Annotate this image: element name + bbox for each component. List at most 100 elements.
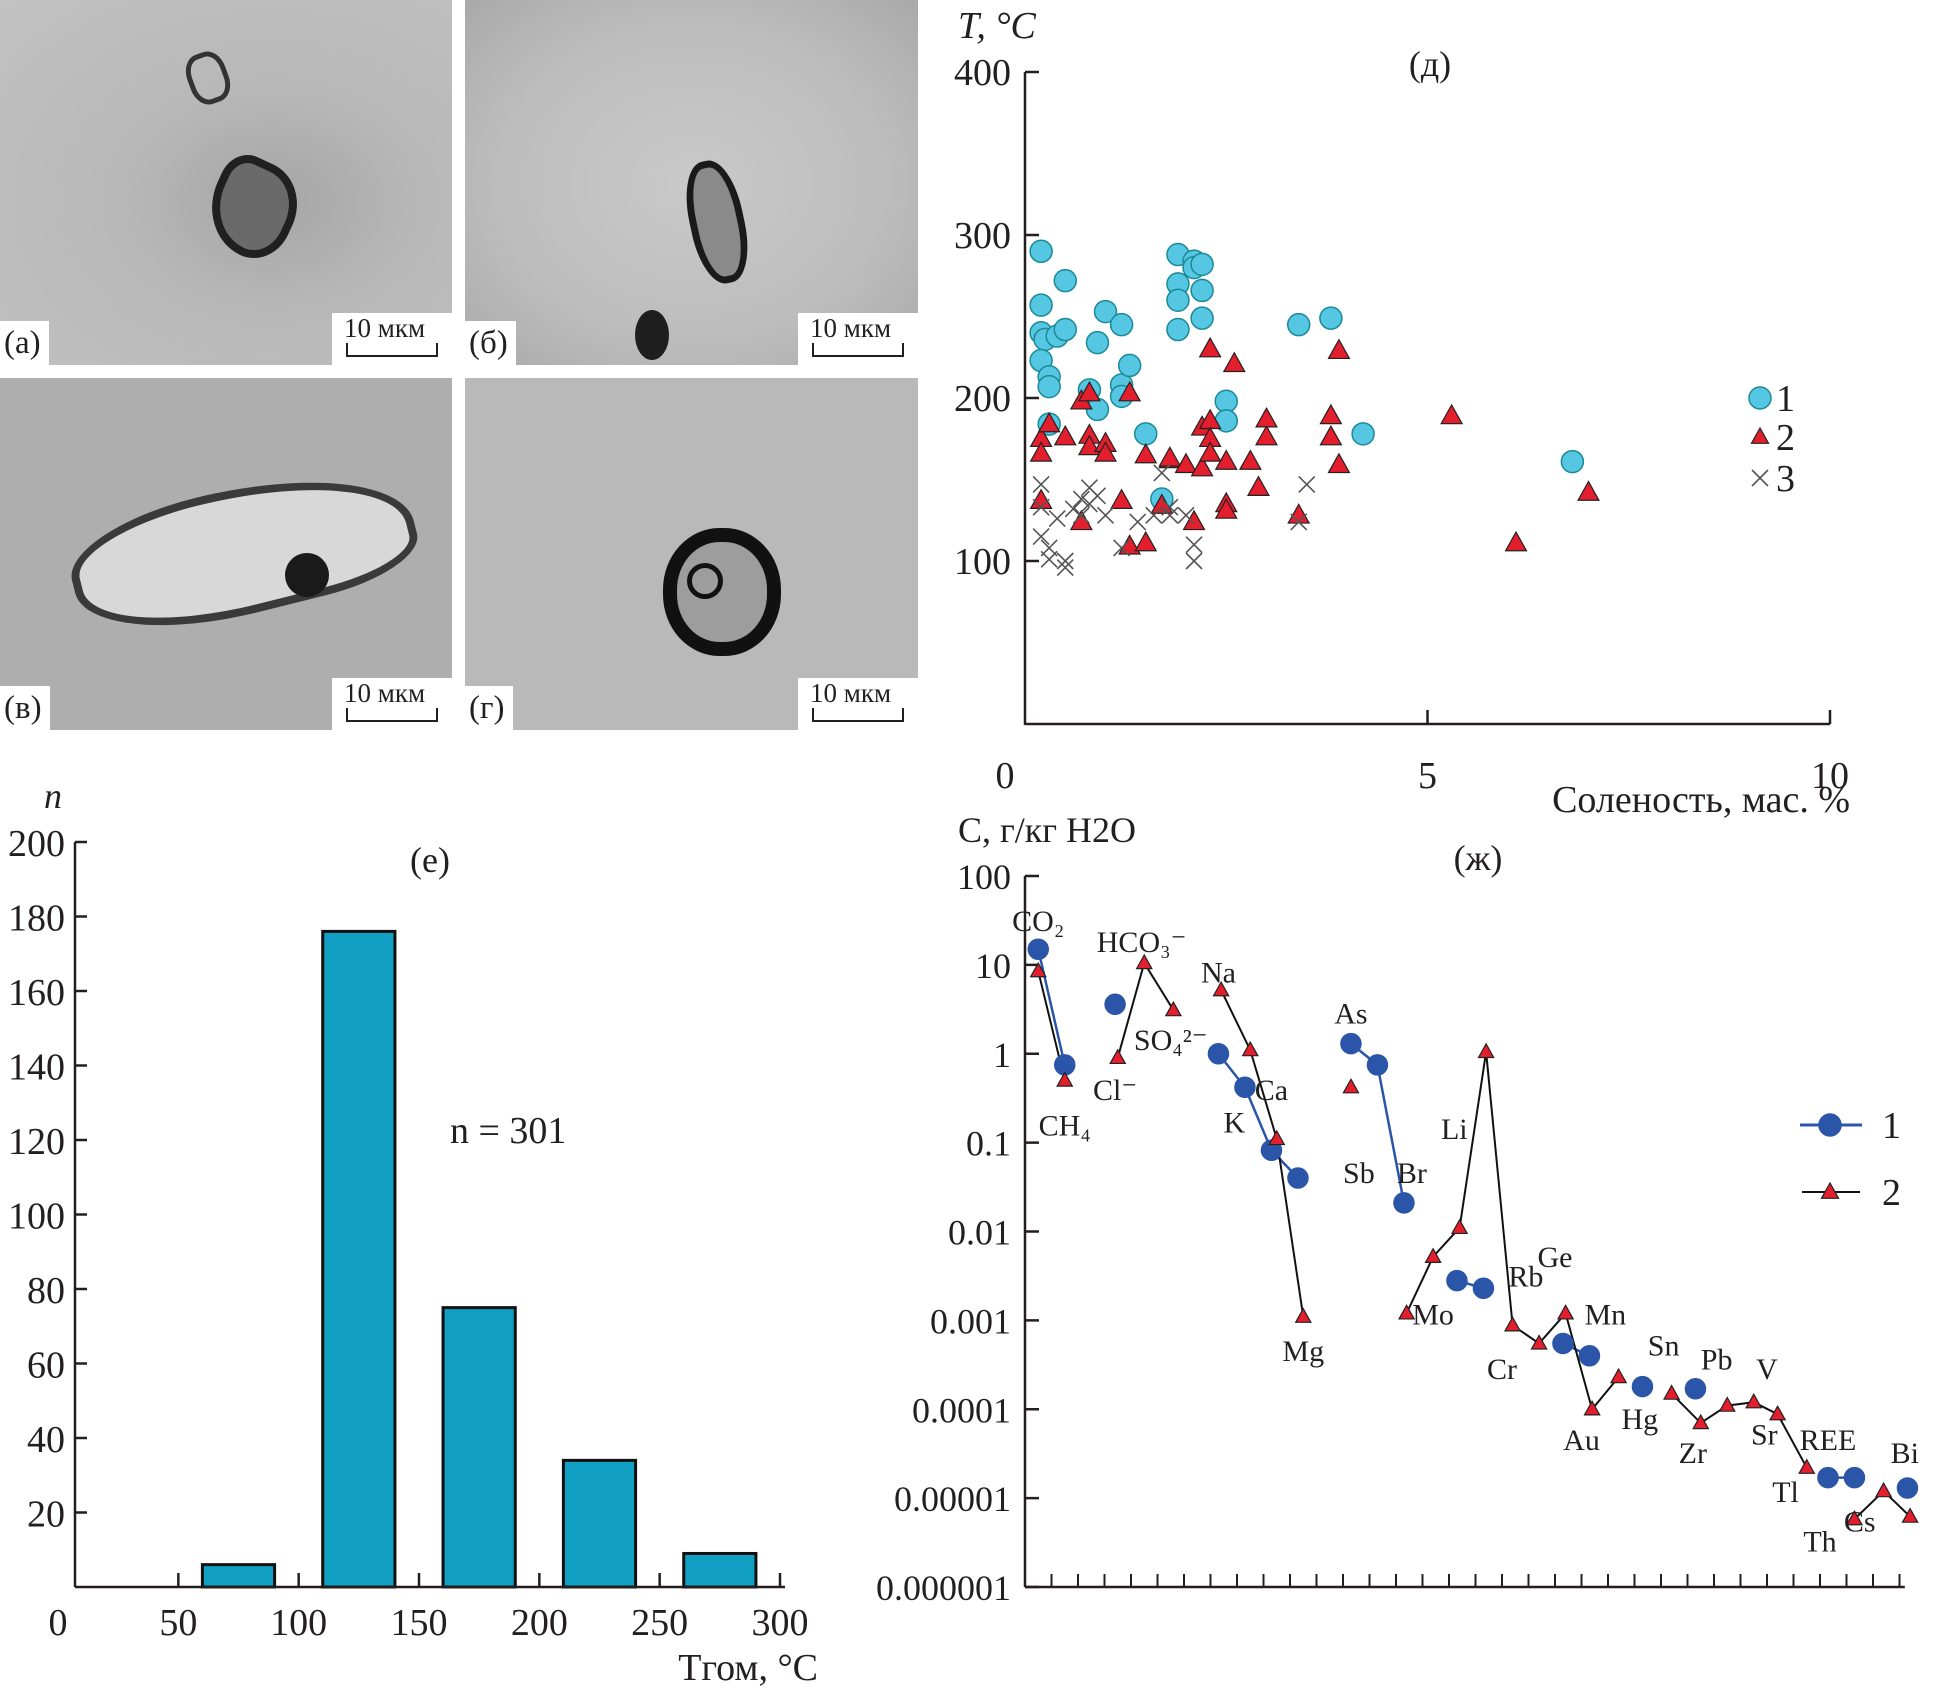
- chart-title: (е): [410, 840, 450, 880]
- element-label: Ge: [1538, 1241, 1573, 1274]
- data-point-series-2: [1577, 480, 1600, 501]
- data-point-series-1: [1472, 1277, 1495, 1299]
- scale-bar: 10 мкм: [798, 313, 918, 365]
- data-point-series-1: [1027, 938, 1049, 960]
- data-point-series-1: [1029, 293, 1053, 317]
- y-tick-label: 140: [8, 1047, 65, 1089]
- data-point-series-2: [1094, 441, 1117, 462]
- data-point-series-2: [1609, 1367, 1628, 1384]
- data-point-series-1: [1552, 1332, 1574, 1355]
- data-point-series-2: [1424, 1247, 1442, 1263]
- data-point-series-1: [1286, 312, 1311, 337]
- y-tick-label: 0.0001: [912, 1390, 1011, 1430]
- data-point-series-2: [1077, 434, 1101, 456]
- data-point-series-1: [1234, 1076, 1256, 1098]
- data-point-series-2: [1238, 449, 1262, 470]
- data-point-series-1: [1351, 422, 1375, 446]
- data-point-series-2: [1198, 441, 1222, 462]
- y-tick-label: 0.1: [966, 1124, 1011, 1164]
- photo-a: (а) 10 мкм: [0, 0, 452, 365]
- x-axis-label: Соленость, мас. %: [1552, 779, 1850, 821]
- data-point-series-2: [1477, 1042, 1495, 1059]
- y-tick-label: 400: [954, 52, 1011, 94]
- data-point-series-2: [1053, 424, 1077, 446]
- data-point-series-3: [1072, 490, 1090, 508]
- element-label: Bi: [1891, 1437, 1919, 1470]
- photo-label: (б): [465, 321, 516, 365]
- data-point-series-1: [1578, 1344, 1601, 1367]
- data-point-series-2: [1268, 1129, 1286, 1146]
- photo-label: (г): [465, 686, 513, 730]
- histogram-bar: [682, 1551, 758, 1589]
- element-label: CH₄: [1039, 1110, 1091, 1143]
- legend-marker-3: [1751, 469, 1769, 487]
- data-point-series-3: [1088, 487, 1107, 505]
- element-label: Zr: [1679, 1437, 1707, 1470]
- data-point-series-1: [1684, 1378, 1707, 1400]
- data-point-series-2: [1246, 475, 1270, 496]
- data-point-series-3: [1072, 506, 1090, 524]
- element-label: Li: [1441, 1113, 1468, 1146]
- element-label: Au: [1563, 1424, 1600, 1457]
- chart-zh-group: 0.000001 0.00001 0.0001 0.001 0.01 0.1 1 10 100 С…: [876, 810, 1919, 1608]
- data-point-series-3: [1298, 475, 1316, 493]
- data-point-series-2: [1134, 442, 1158, 464]
- legend-label: 1: [1776, 378, 1795, 420]
- data-point-series-1: [1560, 449, 1585, 474]
- data-point-series-2: [1077, 380, 1101, 402]
- y-tick-label: 0.001: [930, 1301, 1011, 1341]
- data-point-series-2: [1214, 449, 1238, 470]
- data-point-series-2: [1503, 1316, 1522, 1332]
- y-axis-label: n: [44, 776, 62, 816]
- data-point-series-3: [1032, 527, 1050, 546]
- data-point-series-3: [1064, 500, 1082, 518]
- y-tick-label: 160: [8, 972, 65, 1014]
- data-point-series-2: [1029, 488, 1053, 509]
- data-point-series-1: [1190, 252, 1214, 277]
- element-label: Ca: [1255, 1074, 1288, 1107]
- data-point-series-3: [1161, 506, 1179, 524]
- scale-bar: 10 мкм: [332, 313, 452, 365]
- data-point-series-1: [1340, 1032, 1362, 1055]
- y-axis-label: T, °C: [958, 5, 1037, 47]
- series-line-2: [1220, 989, 1305, 1317]
- data-point-series-3: [1290, 513, 1308, 531]
- y-tick-label: 300: [954, 215, 1011, 257]
- x-axis-label: Tгом, °C: [678, 1647, 818, 1689]
- y-tick-label: 0.000001: [876, 1568, 1011, 1608]
- data-point-series-1: [1207, 1043, 1230, 1065]
- series-line-1: [1037, 948, 1066, 1066]
- data-point-series-2: [1662, 1384, 1681, 1400]
- y-tick-label: 200: [954, 378, 1011, 420]
- x-tick-label: 200: [511, 1602, 568, 1644]
- y-tick-label: 100: [954, 541, 1011, 583]
- x-tick-label: 0: [49, 1602, 68, 1644]
- data-point-series-2: [1450, 1218, 1469, 1235]
- data-point-series-2: [1255, 406, 1278, 428]
- photo-c: (в) 10 мкм: [0, 378, 452, 730]
- scale-bar: 10 мкм: [332, 678, 452, 730]
- y-tick-label: 0.01: [948, 1213, 1011, 1253]
- y-tick-label: 180: [8, 898, 65, 940]
- legend-label: 3: [1776, 458, 1795, 500]
- data-point-series-1: [1190, 278, 1214, 303]
- legend-label: 1: [1882, 1105, 1901, 1147]
- chart-title: (ж): [1454, 838, 1503, 878]
- data-point-series-2: [1056, 1071, 1074, 1087]
- data-point-series-2: [1327, 338, 1351, 360]
- y-tick-label: 80: [27, 1270, 65, 1312]
- x-tick-label: 50: [159, 1602, 197, 1644]
- element-label: Mn: [1585, 1298, 1627, 1331]
- data-point-series-2: [1109, 1048, 1127, 1065]
- data-point-series-2: [1182, 509, 1206, 531]
- element-label: Sb: [1343, 1157, 1375, 1190]
- data-point-series-1: [1896, 1477, 1919, 1499]
- bubble: [687, 563, 723, 599]
- element-label: Br: [1397, 1157, 1427, 1190]
- data-point-series-2: [1135, 953, 1153, 970]
- element-label: As: [1334, 997, 1367, 1030]
- data-point-series-1: [1037, 374, 1061, 399]
- data-point-series-3: [1113, 539, 1131, 557]
- data-point-series-1: [1319, 306, 1343, 330]
- element-label: Cs: [1844, 1506, 1876, 1539]
